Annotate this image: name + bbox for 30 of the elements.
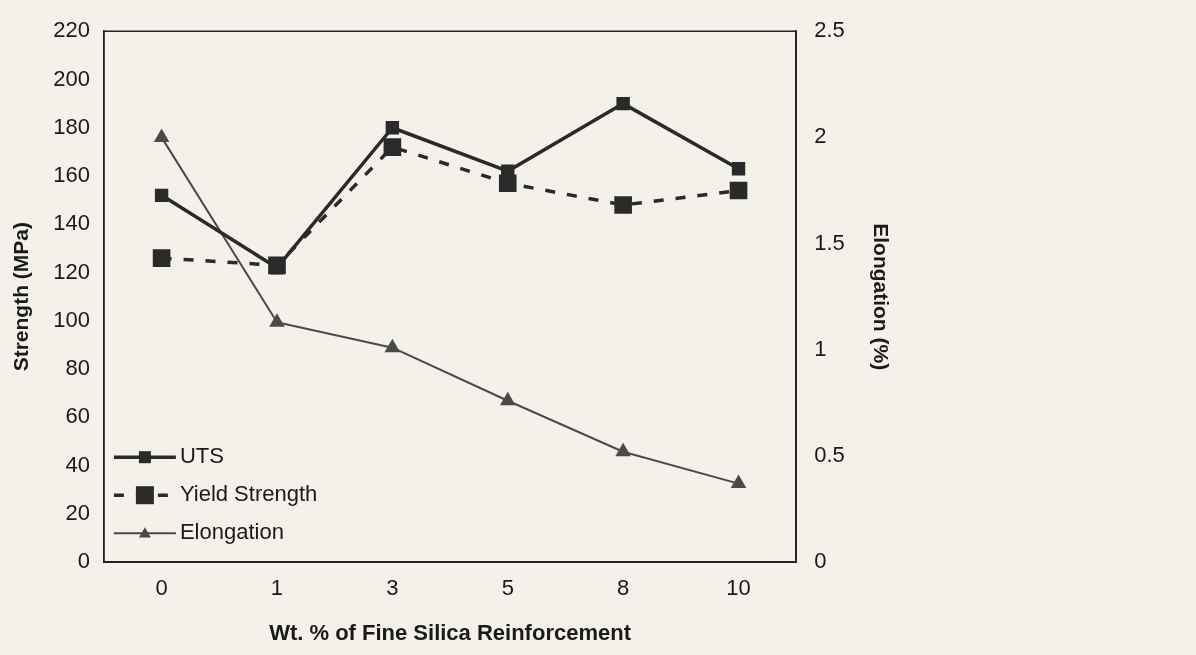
y-tick-label: 80 <box>65 355 90 381</box>
y-tick-label: 100 <box>53 306 90 332</box>
x-tick-label: 8 <box>617 575 630 601</box>
y2-tick-label: 2 <box>814 123 827 149</box>
y-tick-label: 120 <box>53 258 90 284</box>
legend-label: Elongation <box>179 519 284 545</box>
y2-tick-label: 1 <box>814 335 827 361</box>
y-tick-label: 40 <box>65 451 90 477</box>
legend-label: UTS <box>179 443 224 469</box>
y-tick-label: 180 <box>53 113 90 139</box>
y-tick-label: 60 <box>65 403 90 429</box>
x-tick-label: 1 <box>270 575 284 601</box>
y2-tick-label: 1.5 <box>814 229 845 255</box>
x-tick-label: 10 <box>726 575 751 601</box>
x-tick-label: 5 <box>501 575 514 601</box>
y2-tick-label: 0.5 <box>814 442 845 468</box>
y-tick-label: 20 <box>65 499 90 525</box>
x-tick-label: 3 <box>386 575 399 601</box>
y2-tick-label: 0 <box>814 548 827 574</box>
y-tick-label: 160 <box>53 162 90 188</box>
y2-tick-label: 2.5 <box>814 17 845 43</box>
y-tick-label: 0 <box>77 548 90 574</box>
legend-label: Yield Strength <box>179 481 318 507</box>
x-axis-title: Wt. % of Fine Silica Reinforcement <box>269 619 632 645</box>
y-tick-label: 200 <box>53 65 90 91</box>
x-tick-label: 0 <box>155 575 168 601</box>
y-tick-label: 220 <box>53 17 90 43</box>
y-axis-title: Strength (MPa) <box>9 222 33 372</box>
y-tick-label: 140 <box>53 210 90 236</box>
y2-axis-title: Elongation (%) <box>869 223 893 371</box>
